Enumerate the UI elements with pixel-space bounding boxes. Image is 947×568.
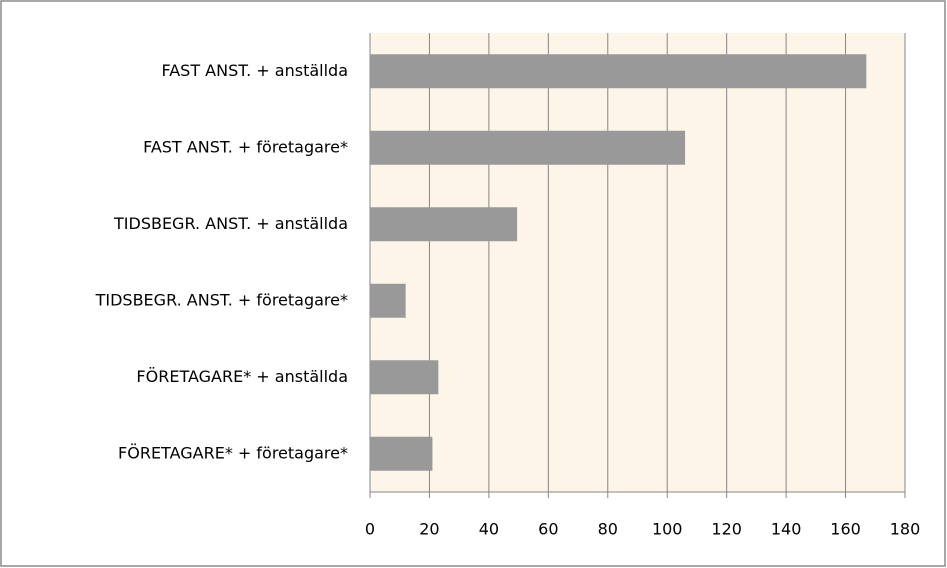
bar: [370, 130, 686, 165]
x-tick-label: 120: [711, 520, 742, 539]
y-tick-label: TIDSBEGR. ANST. + anställda: [113, 214, 348, 233]
x-tick-label: 160: [830, 520, 861, 539]
y-tick-label: FAST ANST. + anställda: [161, 61, 348, 80]
bar: [370, 360, 439, 395]
x-tick-label: 100: [652, 520, 683, 539]
y-tick-label: FAST ANST. + företagare*: [143, 137, 348, 156]
x-tick-label: 140: [771, 520, 802, 539]
bar: [370, 207, 518, 242]
x-tick-label: 40: [479, 520, 499, 539]
x-tick-label: 0: [365, 520, 375, 539]
x-tick-label: 60: [538, 520, 558, 539]
y-tick-label: FÖRETAGARE* + anställda: [136, 367, 348, 386]
bar: [370, 283, 406, 318]
x-tick-label: 80: [598, 520, 618, 539]
y-tick-label: FÖRETAGARE* + företagare*: [118, 443, 348, 462]
x-tick-label: 20: [419, 520, 439, 539]
x-tick-label: 180: [890, 520, 921, 539]
plot-area: [370, 33, 905, 492]
y-tick-label: TIDSBEGR. ANST. + företagare*: [95, 290, 348, 309]
bar: [370, 436, 433, 471]
bar: [370, 54, 867, 89]
